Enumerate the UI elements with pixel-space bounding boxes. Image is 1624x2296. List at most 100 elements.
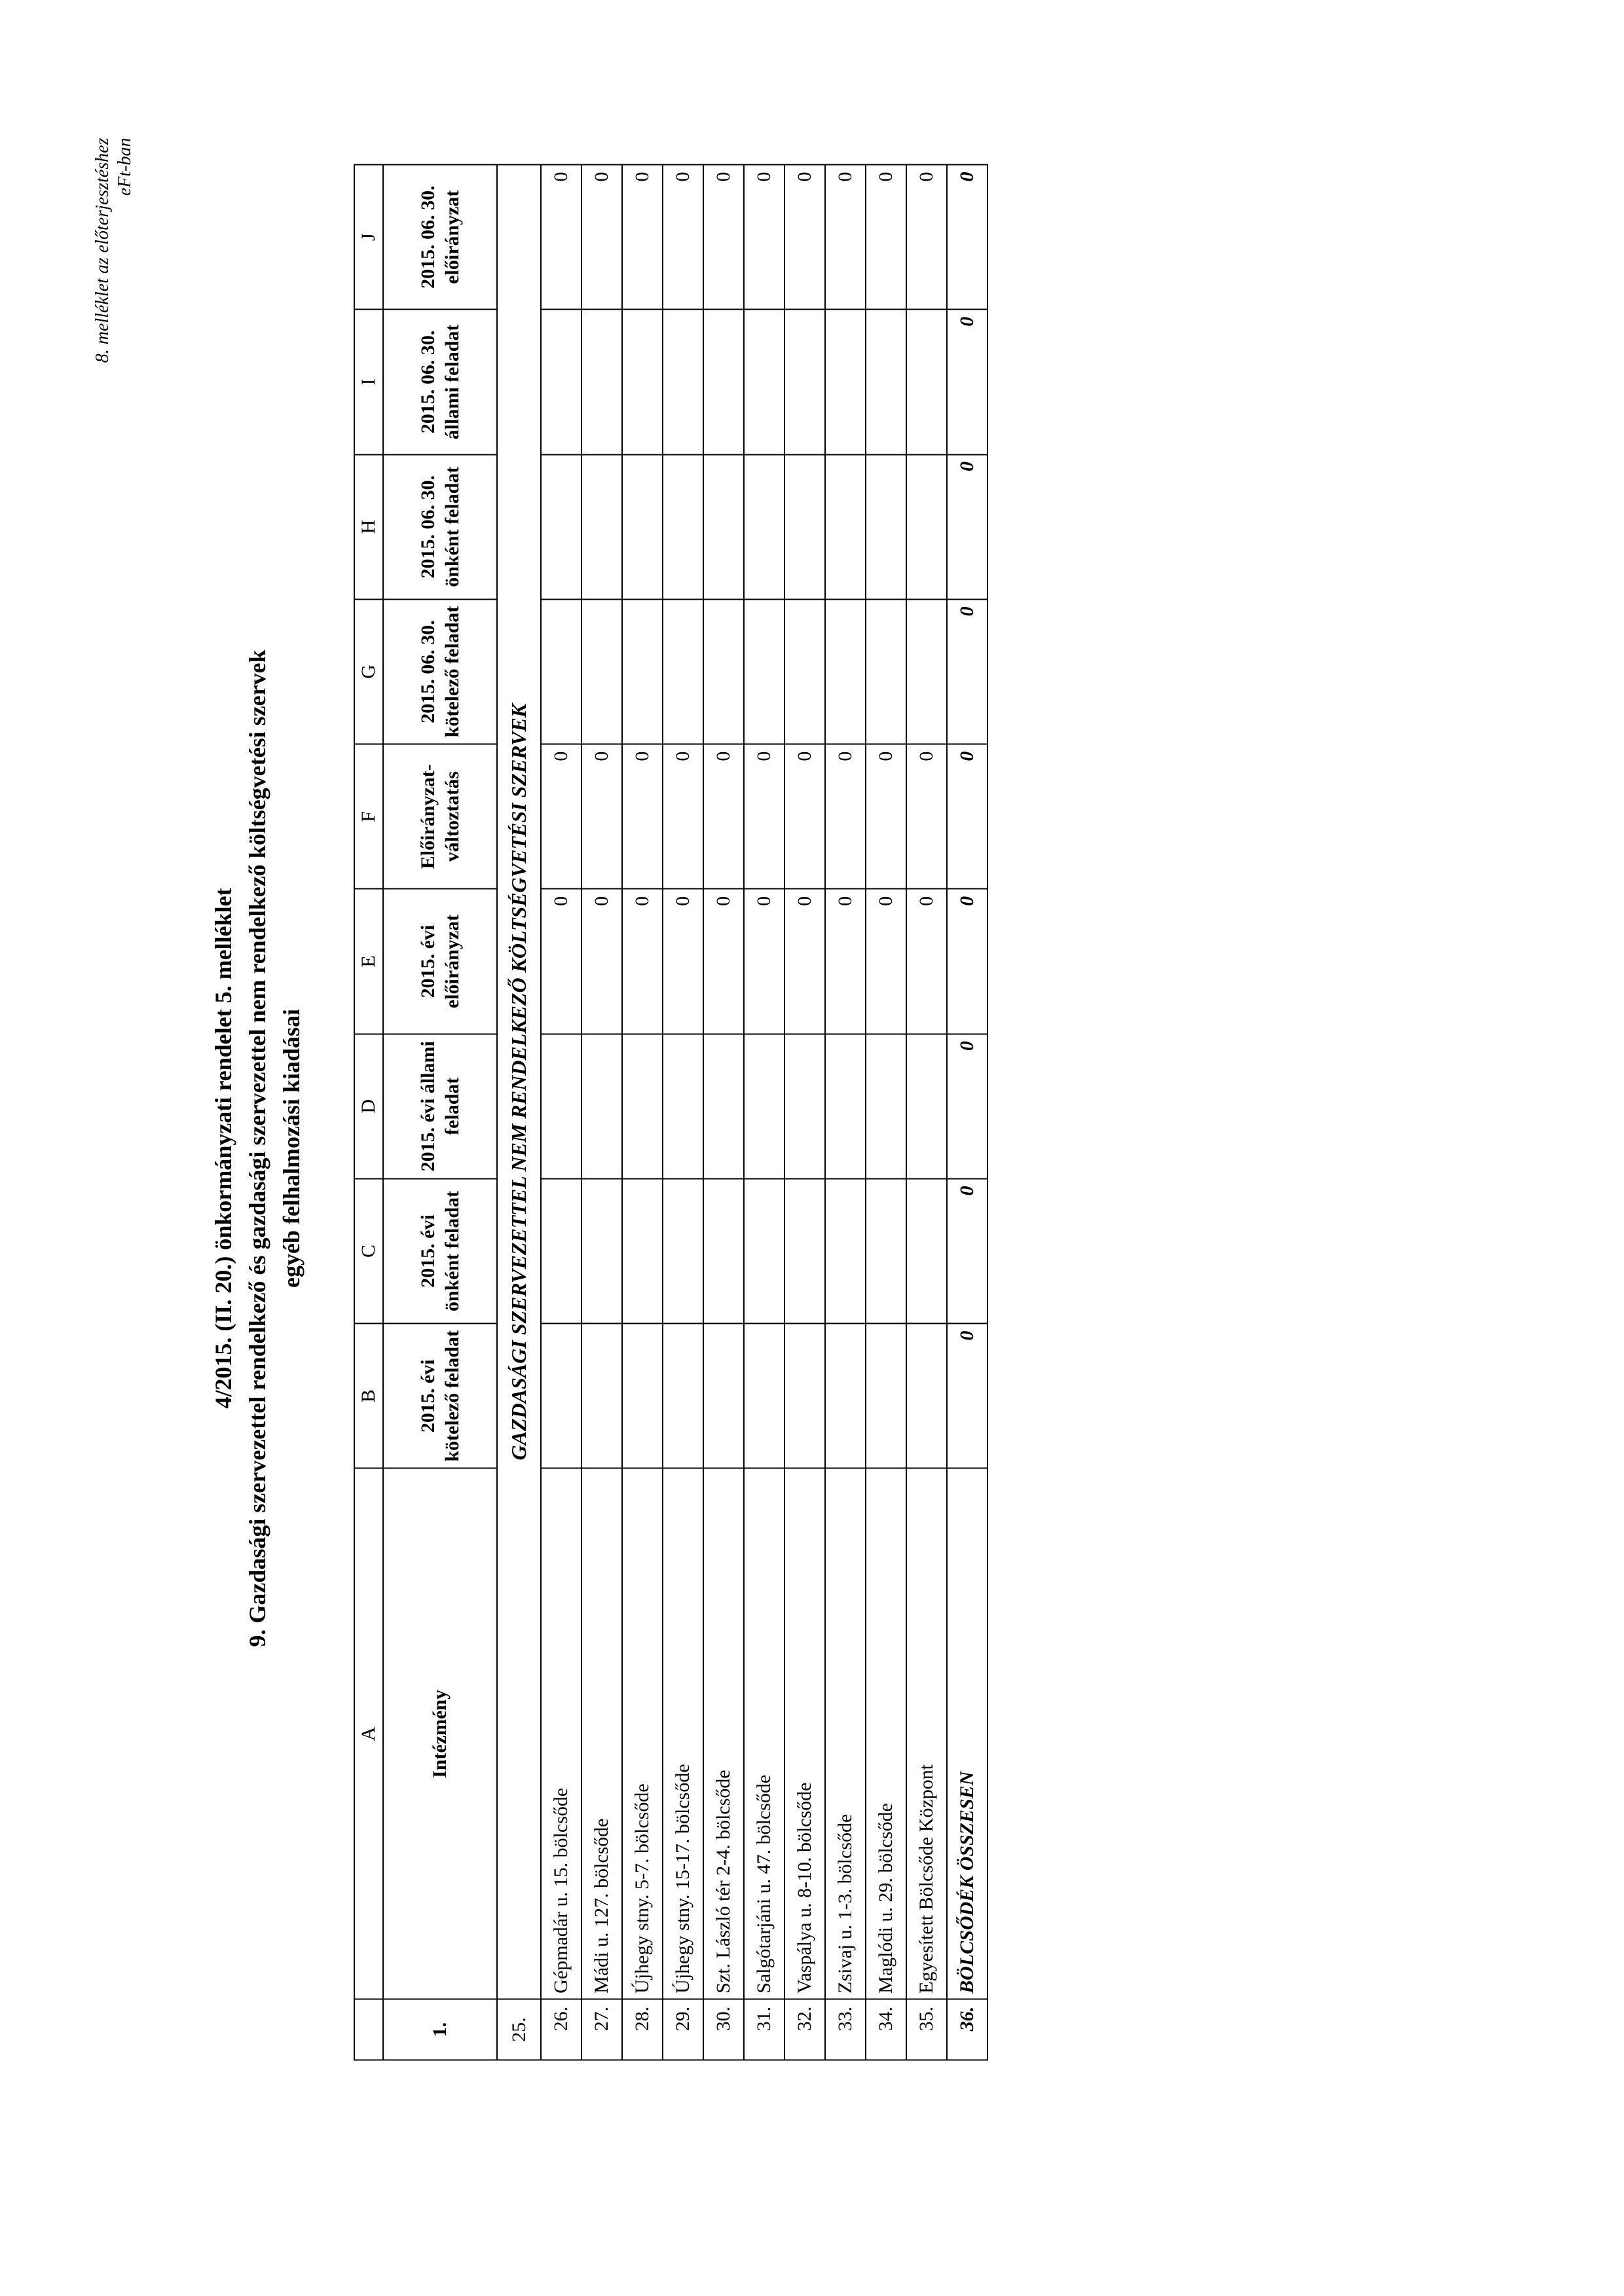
table-row: 26. Gépmadár u. 15. bölcsőde 0 0 0 (541, 164, 581, 2060)
row-name: Zsivaj u. 1-3. bölcsőde (825, 1468, 866, 1999)
table-row: 29. Újhegy stny. 15-17. bölcsőde 0 0 0 (663, 164, 703, 2060)
landscape-content: 8. melléklet az előterjesztéshez eFt-ban… (0, 0, 1624, 2296)
row-h (825, 454, 866, 599)
row-j: 0 (703, 164, 744, 309)
table-row: 30. Szt. László tér 2-4. bölcsőde 0 0 0 (703, 164, 744, 2060)
col-letter-i: I (354, 309, 383, 454)
row-b (825, 1323, 866, 1468)
row-c (906, 1178, 947, 1323)
row-c (825, 1178, 866, 1323)
row-b (622, 1323, 663, 1468)
row-idx: 34. (866, 1999, 906, 2060)
row-d (744, 1034, 784, 1178)
total-e: 0 (947, 888, 987, 1033)
row-c (541, 1178, 581, 1323)
row-d (703, 1034, 744, 1178)
row-idx: 26. (541, 1999, 581, 2060)
total-f: 0 (947, 744, 987, 888)
total-h: 0 (947, 454, 987, 599)
header-f: Előirányzat-változtatás (383, 744, 497, 888)
row-idx: 31. (744, 1999, 784, 2060)
row-d (866, 1034, 906, 1178)
row-j: 0 (825, 164, 866, 309)
row-h (703, 454, 744, 599)
row-name: Szt. László tér 2-4. bölcsőde (703, 1468, 744, 1999)
row-h (581, 454, 622, 599)
table-row: 28. Újhegy stny. 5-7. bölcsőde 0 0 0 (622, 164, 663, 2060)
row-name: Vaspálya u. 8-10. bölcsőde (784, 1468, 825, 1999)
title-line2: 9. Gazdasági szervezettel rendelkező és … (244, 0, 271, 2296)
top-right-annotation: 8. melléklet az előterjesztéshez eFt-ban (92, 137, 136, 363)
row-g (906, 599, 947, 744)
section-label: GAZDASÁGI SZERVEZETTEL NEM RENDELKEZŐ KÖ… (497, 164, 541, 1999)
row-name: Újhegy stny. 15-17. bölcsőde (663, 1468, 703, 1999)
row-b (581, 1323, 622, 1468)
total-j: 0 (947, 164, 987, 309)
row-d (906, 1034, 947, 1178)
row-f: 0 (906, 744, 947, 888)
row-c (581, 1178, 622, 1323)
row-h (663, 454, 703, 599)
row-g (541, 599, 581, 744)
row-j: 0 (866, 164, 906, 309)
header-e: 2015. évi előirányzat (383, 888, 497, 1033)
row-i (784, 309, 825, 454)
annotation-line2: eFt-ban (114, 137, 136, 363)
row-d (541, 1034, 581, 1178)
row-idx: 33. (825, 1999, 866, 2060)
row-c (784, 1178, 825, 1323)
header-b: 2015. évi kötelező feladat (383, 1323, 497, 1468)
row-e: 0 (784, 888, 825, 1033)
total-d: 0 (947, 1034, 987, 1178)
row-e: 0 (744, 888, 784, 1033)
annotation-line1: 8. melléklet az előterjesztéshez (92, 137, 114, 363)
row-idx: 27. (581, 1999, 622, 2060)
row-e: 0 (622, 888, 663, 1033)
row-i (663, 309, 703, 454)
table-row: 33. Zsivaj u. 1-3. bölcsőde 0 0 0 (825, 164, 866, 2060)
row-g (866, 599, 906, 744)
row-b (663, 1323, 703, 1468)
row-idx: 28. (622, 1999, 663, 2060)
page: 8. melléklet az előterjesztéshez eFt-ban… (0, 0, 1624, 2296)
row-name: Salgótarjáni u. 47. bölcsőde (744, 1468, 784, 1999)
row-e: 0 (581, 888, 622, 1033)
total-g: 0 (947, 599, 987, 744)
row-name: Gépmadár u. 15. bölcsőde (541, 1468, 581, 1999)
row-c (703, 1178, 744, 1323)
header-name: Intézmény (383, 1468, 497, 1999)
row-d (825, 1034, 866, 1178)
col-letter-c: C (354, 1178, 383, 1323)
row-e: 0 (541, 888, 581, 1033)
row-h (866, 454, 906, 599)
row-j: 0 (663, 164, 703, 309)
row-i (703, 309, 744, 454)
row-e: 0 (866, 888, 906, 1033)
row-j: 0 (541, 164, 581, 309)
row-g (703, 599, 744, 744)
row-i (581, 309, 622, 454)
row-j: 0 (906, 164, 947, 309)
row-f: 0 (866, 744, 906, 888)
row-b (784, 1323, 825, 1468)
header-j: 2015. 06. 30. előirányzat (383, 164, 497, 309)
table-row: 32. Vaspálya u. 8-10. bölcsőde 0 0 0 (784, 164, 825, 2060)
table-row: 34. Maglódi u. 29. bölcsőde 0 0 0 (866, 164, 906, 2060)
row-b (744, 1323, 784, 1468)
header-row: 1. Intézmény 2015. évi kötelező feladat … (383, 164, 497, 2060)
total-row: 36. BÖLCSŐDÉK ÖSSZESEN 0 0 0 0 0 0 0 0 0 (947, 164, 987, 2060)
title-line3: egyéb felhalmozási kiadásai (278, 0, 305, 2296)
row-i (744, 309, 784, 454)
row-e: 0 (663, 888, 703, 1033)
col-letter-d: D (354, 1034, 383, 1178)
table-container: A B C D E F G H I J 1. Intézmény 2015. é… (354, 164, 988, 2060)
row-f: 0 (622, 744, 663, 888)
row-d (663, 1034, 703, 1178)
row-c (622, 1178, 663, 1323)
col-letter-f: F (354, 744, 383, 888)
header-c: 2015. évi önként feladat (383, 1178, 497, 1323)
header-g: 2015. 06. 30. kötelező feladat (383, 599, 497, 744)
row-g (744, 599, 784, 744)
row-j: 0 (744, 164, 784, 309)
row-f: 0 (663, 744, 703, 888)
